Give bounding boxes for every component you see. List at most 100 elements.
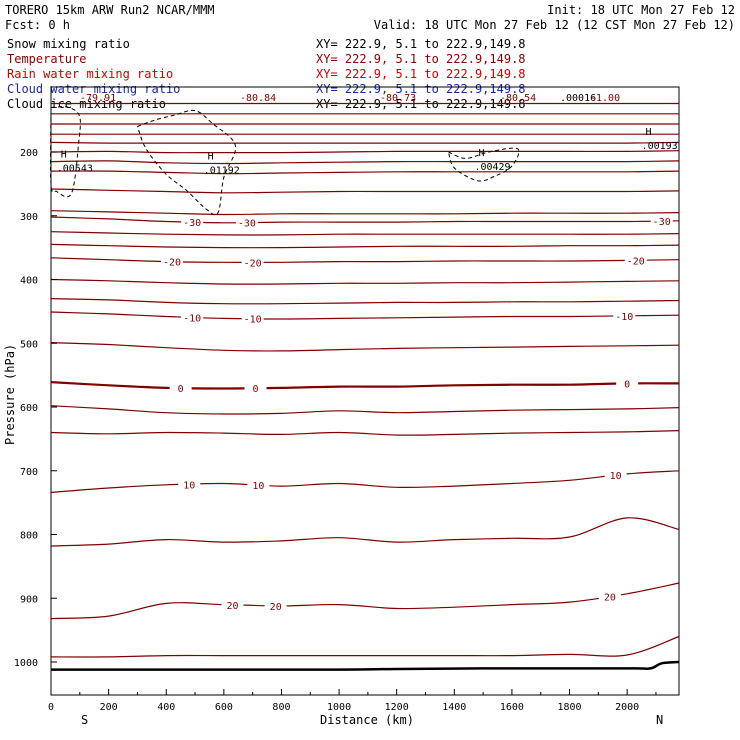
- contour-label: 20: [604, 592, 616, 603]
- contour-label-bg: [241, 256, 264, 269]
- contour-label: -30: [183, 218, 201, 229]
- contour-label: -20: [627, 256, 645, 267]
- contour-label-bg: [160, 255, 183, 268]
- legend-label: Temperature: [7, 52, 86, 66]
- legend-label: Rain water mixing ratio: [7, 67, 173, 81]
- forecast-hour: Fcst: 0 h: [5, 18, 70, 32]
- max-value: .00543: [57, 163, 93, 174]
- temperature-contour: [50, 141, 680, 144]
- top-value-label: -79.91: [80, 93, 116, 104]
- x-tick-label: 0: [48, 702, 54, 713]
- contour-label-bg: [181, 216, 204, 229]
- temperature-contour: [50, 216, 680, 224]
- contour-label: 10: [183, 480, 195, 491]
- contour-label-bg: [235, 216, 258, 229]
- y-tick-label: 900: [20, 594, 38, 605]
- temperature-contours: -30 -30 -30 -20 -20 -20 -10 -10 -10 0 0 0 10 10 10 20 20…: [50, 102, 680, 658]
- top-value-label: .00016: [560, 93, 596, 104]
- high-marker: H: [208, 151, 214, 162]
- x-tick-label: 800: [272, 702, 290, 713]
- contour-label-bg: [169, 382, 192, 395]
- contour-label: 20: [270, 602, 282, 613]
- x-tick-label: 600: [215, 702, 233, 713]
- contour-label-bg: [264, 599, 287, 612]
- contour-label-bg: [616, 377, 639, 390]
- temperature-contour: [50, 582, 680, 620]
- contour-label-bg: [613, 309, 636, 322]
- contour-label: -10: [615, 312, 633, 323]
- y-tick-label: 200: [20, 148, 38, 159]
- x-tick-label: 2000: [615, 702, 639, 713]
- temperature-contour: [50, 243, 680, 249]
- temperature-contour: [50, 231, 680, 236]
- x-tick-label: 1000: [327, 702, 351, 713]
- legend-label: Snow mixing ratio: [7, 37, 130, 51]
- contour-label: -30: [653, 217, 671, 228]
- temperature-contour: [50, 298, 680, 305]
- contour-label: -10: [183, 313, 201, 324]
- temperature-contour: [50, 517, 680, 547]
- contour-label-bg: [650, 215, 673, 228]
- y-tick-label: 600: [20, 403, 38, 414]
- top-value-label: -1.00: [590, 93, 620, 104]
- y-tick-label: 400: [20, 276, 38, 287]
- contour-label-bg: [181, 311, 204, 324]
- x-tick-label: 1200: [385, 702, 409, 713]
- temperature-contour: [50, 635, 680, 658]
- contour-label: -20: [244, 258, 262, 269]
- y-tick-label: 1000: [14, 658, 38, 669]
- contour-label: 0: [253, 384, 259, 395]
- contour-label: -20: [163, 258, 181, 269]
- high-marker: H: [646, 127, 652, 138]
- valid-time: Valid: 18 UTC Mon 27 Feb 12 (12 CST Mon …: [374, 18, 735, 32]
- temperature-contour: [50, 278, 680, 285]
- cloud-ice-contour: [50, 106, 81, 198]
- contour-label-bg: [241, 312, 264, 325]
- contour-label-bg: [624, 254, 647, 267]
- south-label: S: [81, 713, 88, 727]
- cloud-ice-contour: [448, 147, 520, 182]
- contour-label: 20: [226, 601, 238, 612]
- temperature-contour: [50, 405, 680, 415]
- y-tick-label: 300: [20, 212, 38, 223]
- max-value: .01192: [204, 165, 240, 176]
- temperature-contour: [50, 170, 680, 175]
- x-tick-label: 1800: [557, 702, 581, 713]
- legend-xy: XY= 222.9, 5.1 to 222.9,149.8: [316, 52, 526, 66]
- temperature-contour: [50, 430, 680, 436]
- temperature-contour: [50, 257, 680, 263]
- contour-label: -30: [238, 219, 256, 230]
- x-tick-label: 200: [100, 702, 118, 713]
- max-value: .00429: [474, 162, 510, 173]
- y-tick-label: 500: [20, 339, 38, 350]
- temperature-contour: [50, 150, 680, 154]
- x-axis-label: Distance (km): [320, 713, 414, 727]
- cloud-ice-contour: [136, 109, 237, 216]
- legend-xy: XY= 222.9, 5.1 to 222.9,149.8: [316, 37, 526, 51]
- init-time: Init: 18 UTC Mon 27 Feb 12: [547, 3, 735, 17]
- cloud-ice-contours: H .00543 H .01192 H .00429 H .00193 -80.84 -79.91…: [50, 93, 678, 216]
- model-title: TORERO 15km ARW Run2 NCAR/MMM: [5, 3, 215, 17]
- contour-label-bg: [598, 590, 621, 603]
- top-value-label: -80.84: [240, 93, 276, 104]
- contour-label: 0: [178, 384, 184, 395]
- surface-pressure-line: [51, 660, 680, 671]
- contour-label-bg: [244, 382, 267, 395]
- legend-xy: XY= 222.9, 5.1 to 222.9,149.8: [316, 67, 526, 81]
- contour-label-bg: [178, 478, 201, 491]
- temperature-contour: [50, 210, 680, 216]
- plot-frame: [50, 86, 680, 696]
- north-label: N: [656, 713, 663, 727]
- temperature-contour: [50, 188, 680, 194]
- top-value-label: -80.73: [380, 93, 416, 104]
- high-marker: H: [61, 149, 67, 160]
- temperature-contour: [50, 470, 680, 493]
- contour-label-bg: [247, 479, 270, 492]
- contour-label: -10: [244, 315, 262, 326]
- contour-label: 10: [610, 471, 622, 482]
- temperature-contour: [50, 160, 680, 165]
- contour-label: 10: [252, 481, 264, 492]
- x-tick-label: 1400: [442, 702, 466, 713]
- max-value: .00193: [642, 141, 678, 152]
